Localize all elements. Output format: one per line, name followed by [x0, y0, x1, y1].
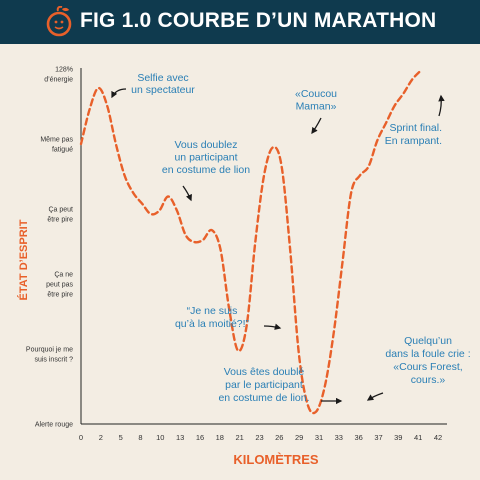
annotation-arrows — [111, 88, 445, 405]
x-tick-label: 0 — [79, 433, 83, 442]
x-tick-label: 8 — [138, 433, 142, 442]
y-tick-label: 128% d’énergie — [44, 67, 73, 84]
arrow-moitie — [263, 323, 282, 330]
x-tick-label: 21 — [236, 433, 244, 442]
y-axis-title: ÉTAT D’ESPRIT — [17, 219, 30, 300]
x-tick-label: 23 — [255, 433, 263, 442]
annotations: Selfie avec un spectateur Vous doublez un p… — [131, 72, 470, 404]
x-tick-label: 36 — [355, 433, 363, 442]
x-tick-label: 42 — [434, 433, 442, 442]
x-tick-label: 31 — [315, 433, 323, 442]
x-tick-label: 29 — [295, 433, 303, 442]
header-bar: FIG 1.0 COURBE D’UN MARATHON — [0, 0, 480, 44]
annotation-sprint: Sprint final. En rampant. — [385, 122, 442, 147]
arrow-selfie — [111, 88, 127, 99]
mood-curve-line — [79, 69, 423, 415]
annotation-selfie: Selfie avec un spectateur — [131, 72, 195, 96]
annotation-lion: Vous doublez un participant en costume de … — [162, 139, 250, 176]
arrow-lion — [182, 185, 192, 202]
annotation-double: Vous êtes doublé par le participant en cos… — [218, 366, 309, 404]
y-tick-label: Même pas fatigué — [40, 137, 73, 154]
x-tick-label: 33 — [335, 433, 343, 442]
y-tick-label: Pourquoi je me suis inscrit ? — [26, 347, 73, 364]
orange-logo-icon — [46, 6, 72, 37]
x-axis-title: KILOMÈTRES — [233, 452, 319, 467]
arrow-sprint — [438, 94, 445, 117]
x-tick-label: 13 — [176, 433, 184, 442]
x-tick-label: 5 — [119, 433, 123, 442]
x-tick-label: 26 — [275, 433, 283, 442]
annotation-maman: «Coucou Maman» — [295, 88, 337, 113]
marathon-chart: Alerte rouge Pourquoi je me suis inscrit ?… — [17, 67, 471, 468]
y-tick-labels: Alerte rouge Pourquoi je me suis inscrit ?… — [26, 67, 74, 429]
y-tick-label: Ça peut être pire — [47, 207, 73, 224]
annotation-forest: Quelqu’un dans la foule crie : «Cours Fore… — [385, 335, 470, 386]
x-tick-label: 39 — [394, 433, 402, 442]
arrow-maman — [311, 117, 322, 135]
y-tick-label: Ça ne peut pas être pire — [46, 272, 73, 299]
x-tick-label: 10 — [156, 433, 164, 442]
x-tick-label: 2 — [99, 433, 103, 442]
arrow-forest — [366, 392, 384, 401]
x-tick-label: 41 — [414, 433, 422, 442]
x-tick-label: 16 — [196, 433, 204, 442]
annotation-moitie: “Je ne suis qu’à la moitié?!” — [175, 305, 250, 330]
page-title: FIG 1.0 COURBE D’UN MARATHON — [80, 9, 437, 32]
x-tick-label: 37 — [374, 433, 382, 442]
x-tick-label: 18 — [216, 433, 224, 442]
x-tick-labels: 0 2 5 8 10 13 16 18 21 23 26 29 31 33 36 37 39 41 42 — [79, 433, 442, 442]
y-tick-label: Alerte rouge — [35, 422, 73, 429]
